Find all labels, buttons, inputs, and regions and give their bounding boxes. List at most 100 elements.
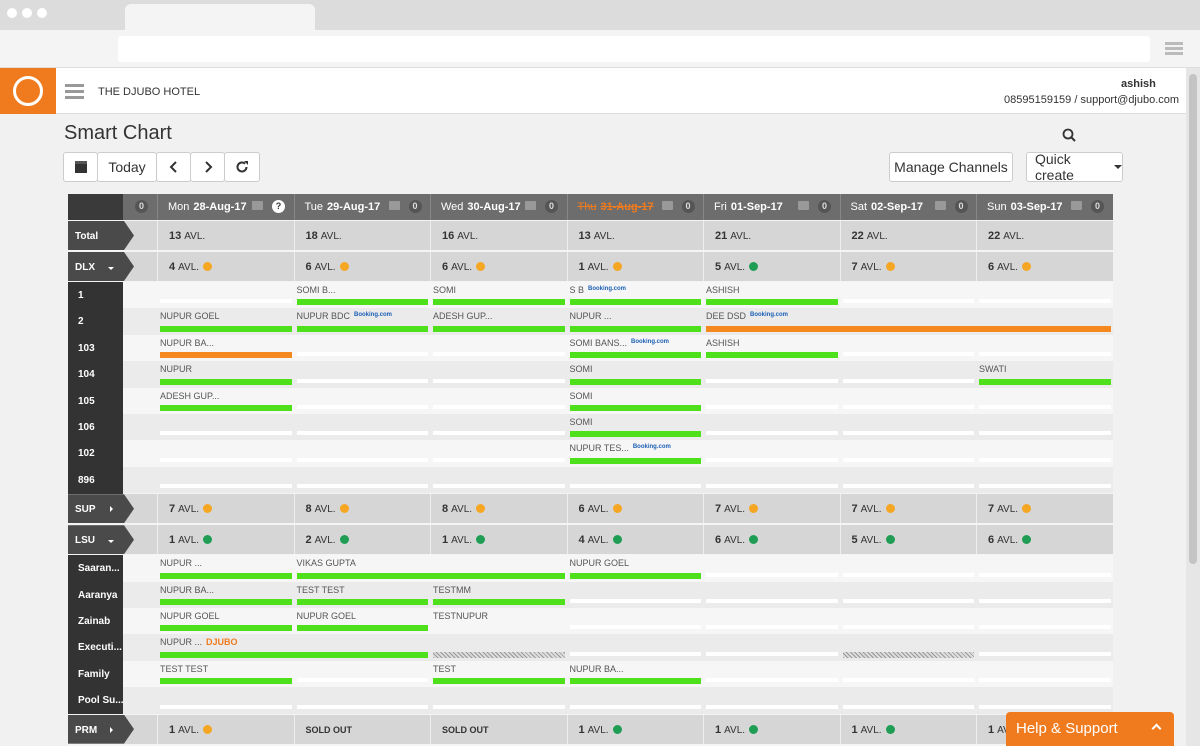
- day-header[interactable]: Sun 03-Sep-17 0: [976, 194, 1113, 220]
- scrollbar[interactable]: [1186, 68, 1200, 746]
- booking-bar[interactable]: [706, 352, 838, 359]
- booking-bar[interactable]: [433, 678, 565, 685]
- room-label[interactable]: Saaran...: [68, 555, 123, 583]
- empty-slot[interactable]: [433, 457, 565, 462]
- empty-slot[interactable]: [160, 484, 292, 489]
- booking[interactable]: VIKAS GUPTA: [297, 558, 356, 568]
- booking[interactable]: NUPUR ... DJUBO: [160, 637, 238, 647]
- empty-slot[interactable]: [296, 352, 428, 357]
- empty-slot[interactable]: [706, 625, 838, 630]
- day-header[interactable]: Wed 30-Aug-17 0: [430, 194, 567, 220]
- empty-slot[interactable]: [569, 651, 701, 656]
- booking-bar[interactable]: [160, 405, 292, 411]
- empty-slot[interactable]: [706, 405, 838, 409]
- booking-bar[interactable]: [569, 457, 701, 464]
- booking-bar[interactable]: [160, 325, 292, 332]
- booking[interactable]: TEST TEST: [297, 585, 345, 595]
- empty-slot[interactable]: [433, 352, 565, 357]
- empty-slot[interactable]: [842, 572, 974, 577]
- section-label[interactable]: PRM: [68, 714, 134, 744]
- empty-slot[interactable]: [979, 431, 1111, 436]
- empty-slot[interactable]: [979, 704, 1111, 709]
- booking-bar[interactable]: [569, 405, 701, 411]
- empty-slot[interactable]: [979, 651, 1111, 656]
- room-label[interactable]: Executi...: [68, 634, 123, 662]
- empty-slot[interactable]: [842, 704, 974, 709]
- booking-bar[interactable]: [160, 572, 292, 579]
- empty-slot[interactable]: [706, 651, 838, 656]
- room-label[interactable]: 1: [68, 282, 123, 309]
- booking[interactable]: NUPUR GOEL: [160, 311, 220, 321]
- booking[interactable]: SOMI: [570, 364, 593, 374]
- empty-slot[interactable]: [842, 599, 974, 603]
- empty-slot[interactable]: [433, 378, 565, 383]
- empty-slot[interactable]: [296, 457, 428, 462]
- empty-slot[interactable]: [569, 704, 701, 709]
- day-header[interactable]: Sat 02-Sep-17 0: [839, 194, 977, 220]
- day-header[interactable]: Fri 01-Sep-17 0: [703, 194, 840, 220]
- next-button[interactable]: [190, 152, 225, 182]
- empty-slot[interactable]: [433, 484, 565, 489]
- booking-bar[interactable]: [569, 352, 701, 359]
- booking-bar[interactable]: [842, 651, 974, 658]
- empty-slot[interactable]: [569, 625, 701, 630]
- browser-menu[interactable]: [1165, 42, 1183, 45]
- manage-channels-button[interactable]: Manage Channels: [889, 152, 1013, 182]
- booking-bar[interactable]: [160, 625, 292, 632]
- booking[interactable]: S B Booking.com: [570, 285, 627, 295]
- window-dot[interactable]: [37, 8, 47, 18]
- booking-bar[interactable]: [291, 651, 428, 658]
- empty-slot[interactable]: [433, 405, 565, 409]
- room-label[interactable]: Aaranya: [68, 581, 123, 609]
- room-label[interactable]: 103: [68, 334, 123, 362]
- empty-slot[interactable]: [979, 678, 1111, 683]
- hotel-name[interactable]: THE DJUBO HOTEL: [98, 86, 201, 98]
- booking-bar[interactable]: [160, 352, 292, 359]
- section-label[interactable]: Total: [68, 221, 134, 250]
- empty-slot[interactable]: [160, 431, 292, 436]
- hamburger[interactable]: [65, 84, 84, 87]
- day-header[interactable]: Mon 28-Aug-17?: [157, 194, 294, 220]
- empty-slot[interactable]: [706, 378, 838, 383]
- booking[interactable]: NUPUR BDC Booking.com: [297, 311, 393, 321]
- booking-bar[interactable]: [569, 325, 701, 332]
- booking[interactable]: NUPUR TES... Booking.com: [570, 443, 671, 453]
- empty-slot[interactable]: [706, 572, 838, 577]
- room-label[interactable]: 102: [68, 440, 123, 468]
- booking[interactable]: NUPUR ...: [570, 311, 612, 321]
- booking-bar[interactable]: [837, 325, 974, 332]
- empty-slot[interactable]: [706, 484, 838, 489]
- empty-slot[interactable]: [569, 484, 701, 489]
- day-header[interactable]: Thu 31-Aug-17 0: [566, 194, 704, 220]
- booking-bar[interactable]: [569, 378, 701, 385]
- empty-slot[interactable]: [979, 484, 1111, 489]
- booking[interactable]: NUPUR GOEL: [297, 611, 357, 621]
- scroll-thumb[interactable]: [1189, 74, 1197, 564]
- empty-slot[interactable]: [296, 678, 428, 683]
- booking-bar[interactable]: [706, 325, 838, 332]
- empty-slot[interactable]: [842, 431, 974, 436]
- booking-bar[interactable]: [160, 651, 292, 658]
- booking-bar[interactable]: [569, 572, 701, 579]
- booking[interactable]: TEST: [433, 664, 456, 674]
- empty-slot[interactable]: [842, 352, 974, 357]
- booking-bar[interactable]: [979, 378, 1111, 385]
- empty-slot[interactable]: [979, 572, 1111, 577]
- booking[interactable]: TESTNUPUR: [433, 611, 488, 621]
- user-name[interactable]: ashish: [1121, 78, 1156, 90]
- empty-slot[interactable]: [842, 378, 974, 383]
- booking-bar[interactable]: [296, 325, 428, 332]
- empty-slot[interactable]: [842, 299, 974, 304]
- booking[interactable]: SOMI: [570, 417, 593, 427]
- empty-slot[interactable]: [979, 352, 1111, 357]
- quick-create-button[interactable]: Quick create: [1026, 151, 1123, 183]
- prev-button[interactable]: [156, 152, 191, 182]
- booking[interactable]: NUPUR BA...: [160, 338, 214, 348]
- empty-slot[interactable]: [160, 457, 292, 462]
- booking-bar[interactable]: [160, 378, 292, 385]
- section-label[interactable]: LSU: [68, 525, 134, 555]
- empty-slot[interactable]: [979, 405, 1111, 409]
- empty-slot[interactable]: [706, 431, 838, 436]
- booking-bar[interactable]: [160, 678, 292, 685]
- empty-slot[interactable]: [842, 625, 974, 630]
